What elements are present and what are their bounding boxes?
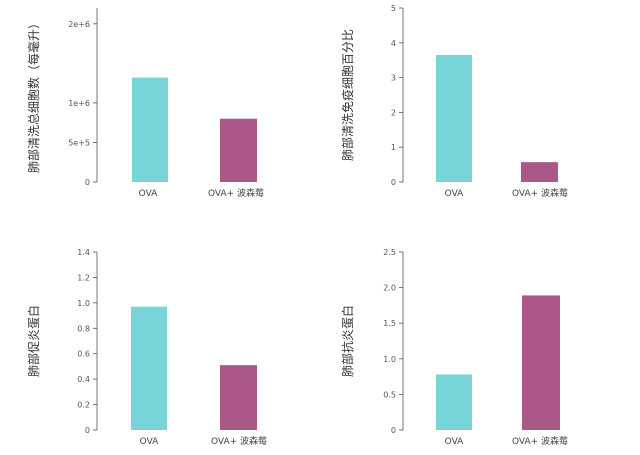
- y-tick-label: 2.0: [383, 284, 396, 293]
- y-tick-label: 0.5: [383, 390, 396, 399]
- y-tick-label: 1.4: [77, 248, 90, 257]
- y-tick-label: 0.4: [77, 375, 90, 384]
- chart-panel-2: 0 1 2 3 4 5 OVA OVA+ 波森莓 肺部清洗免疫细胞百分比: [340, 4, 568, 199]
- y-tick-label: 2: [391, 108, 396, 117]
- y-axis-title: 肺部抗炎蛋白: [340, 305, 355, 377]
- chart-panel-3: 0 0.2 0.4 0.6 0.8 1.0 1.2 1.4 OVA OVA+ 波森莓 肺部促炎蛋白: [26, 248, 267, 447]
- x-category-label: OVA+ 波森莓: [208, 187, 264, 199]
- y-tick-label: 0: [85, 426, 90, 435]
- y-tick-label: 0: [85, 178, 90, 187]
- y-tick-label: 0: [391, 426, 396, 435]
- y-tick-label: 2e+6: [68, 20, 90, 29]
- y-tick-label: 5e+5: [68, 138, 90, 147]
- bar-ova: [436, 54, 472, 183]
- bar-ova-boysenberry: [220, 118, 257, 182]
- bar-ova-boysenberry: [521, 162, 558, 182]
- bar-ova: [132, 77, 168, 182]
- bar-ova: [436, 374, 472, 430]
- x-category-label: OVA: [445, 189, 465, 199]
- y-tick-label: 1.0: [77, 299, 90, 308]
- bar-ova-boysenberry: [220, 365, 257, 430]
- y-tick-label: 0.2: [77, 401, 90, 410]
- y-tick-label: 0: [391, 178, 396, 187]
- y-tick-label: 0.8: [77, 324, 90, 333]
- x-category-label: OVA: [140, 437, 160, 447]
- x-category-label: OVA: [139, 189, 159, 199]
- y-axis-title: 肺部清洗免疫细胞百分比: [340, 29, 355, 161]
- x-category-label: OVA+ 波森莓: [211, 435, 267, 447]
- y-tick-label: 0.6: [77, 350, 90, 359]
- bar-ova-boysenberry: [522, 295, 560, 430]
- chart-panel-4: 0 0.5 1.0 1.5 2.0 2.5 OVA OVA+ 波森莓 肺部抗炎蛋白: [340, 248, 568, 447]
- y-tick-label: 1e+6: [68, 99, 90, 108]
- x-category-label: OVA+ 波森莓: [512, 435, 568, 447]
- y-tick-label: 2.5: [383, 248, 396, 257]
- y-tick-label: 1.2: [77, 273, 90, 282]
- y-tick-label: 3: [391, 74, 396, 83]
- bar-ova: [131, 306, 167, 430]
- y-axis-title: 肺部促炎蛋白: [26, 305, 41, 377]
- chart-panel-1: 0 5e+5 1e+6 2e+6 OVA OVA+ 波森莓 肺部清洗总细胞数（每毫升）: [26, 8, 264, 199]
- y-tick-label: 5: [391, 4, 396, 13]
- x-category-label: OVA+ 波森莓: [512, 187, 568, 199]
- y-tick-label: 4: [391, 39, 396, 48]
- x-category-label: OVA: [445, 437, 465, 447]
- y-tick-label: 1: [391, 143, 396, 152]
- y-tick-label: 1.0: [383, 355, 396, 364]
- y-axis-title: 肺部清洗总细胞数（每毫升）: [26, 17, 41, 173]
- y-tick-label: 1.5: [383, 319, 396, 328]
